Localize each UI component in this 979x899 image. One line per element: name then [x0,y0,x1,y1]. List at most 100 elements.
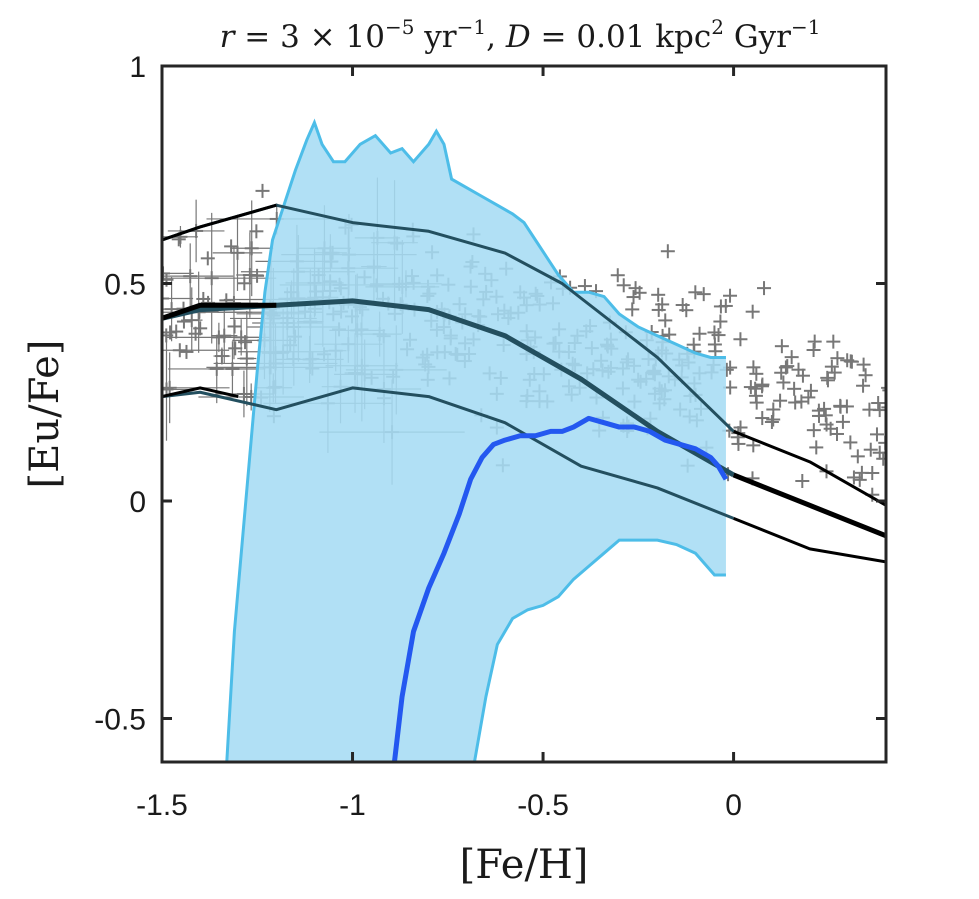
star-marker [887,415,901,429]
star-marker [755,411,770,426]
star-marker [626,290,641,305]
star-marker [856,357,871,372]
star-marker [784,350,799,365]
star-marker [835,414,850,429]
star-marker [230,200,274,297]
y-tick-label: 0.5 [104,269,146,302]
star-marker [651,287,666,302]
x-tick-label: 0 [725,789,742,822]
star-marker [179,344,194,359]
star-marker [876,451,886,466]
star-marker [812,408,827,423]
star-marker [708,344,723,359]
star-marker [774,339,789,354]
star-marker [826,334,841,349]
star-marker [795,368,810,383]
star-marker [238,335,253,350]
star-marker [863,442,878,457]
model-spread-band [226,122,726,762]
star-marker [723,288,738,303]
star-marker [795,473,810,488]
x-axis-label: [Fe/H] [460,842,589,888]
star-marker [830,351,845,366]
observed-median-line [732,472,886,539]
star-marker [764,414,779,429]
star-marker [787,381,802,396]
star-marker [212,214,263,291]
star-marker [211,307,238,364]
star-marker [688,285,703,300]
data-median-line [162,298,735,478]
star-marker [679,303,694,318]
star-marker [872,445,886,460]
star-marker [162,212,277,344]
star-marker [827,365,842,380]
star-marker [852,472,867,487]
star-marker [249,224,264,239]
star-marker [176,314,191,329]
star-marker [227,319,242,334]
star-marker [169,324,184,339]
star-marker [662,327,677,342]
star-marker [743,380,758,395]
star-marker [746,360,761,375]
star-marker [773,393,788,408]
star-marker [780,359,795,374]
lower-observed-envelope-line [733,517,886,564]
star-marker [843,354,858,369]
model-spread-upper-edge [225,118,726,762]
star-marker [858,368,873,383]
star-marker [817,401,832,416]
x-tick-label: -1.5 [136,789,188,822]
y-tick-label: 1 [129,51,146,84]
star-marker [200,251,215,266]
star-marker [833,398,848,413]
model-spread-band-layer [225,118,726,762]
observed-median-low-line [162,302,277,321]
star-marker [843,435,858,450]
x-tick-label: -0.5 [517,789,569,822]
series-lines [162,203,886,762]
upper-observed-envelope-line [733,430,886,507]
plot-frame [160,64,888,764]
star-marker [162,338,192,441]
star-marker [854,465,869,480]
star-marker [806,343,821,358]
star-marker [807,334,822,349]
star-marker [731,436,746,451]
star-marker [713,314,728,329]
star-marker [757,281,772,296]
star-marker [871,396,886,411]
star-marker [774,365,789,380]
star-marker [162,343,230,358]
y-tick-label: 0 [129,486,146,519]
star-marker [696,287,711,302]
observed-upper-low-line [162,203,277,242]
star-marker [820,373,835,388]
star-marker [718,298,733,313]
star-marker [658,313,673,328]
y-axis-label: [Eu/Fe] [22,340,68,489]
star-marker [794,394,809,409]
star-marker [237,276,252,291]
star-marker [628,281,643,296]
star-marker [806,423,821,438]
axis-ticks: -1.5 -1 -0.5 0 -0.5 0 0.5 1 [94,51,886,822]
lower-data-envelope-line [162,386,735,520]
star-marker [616,278,631,293]
star-marker [162,352,230,424]
star-marker [208,341,257,397]
star-marker [749,366,764,381]
star-marker [188,326,203,341]
star-marker [856,378,871,393]
star-marker [881,386,886,389]
star-marker [776,375,791,390]
star-marker [237,310,257,407]
plot-area [162,118,901,762]
star-marker [162,243,234,309]
star-marker [748,388,763,403]
star-marker [829,426,844,441]
star-marker [850,449,865,464]
star-marker [766,412,781,427]
